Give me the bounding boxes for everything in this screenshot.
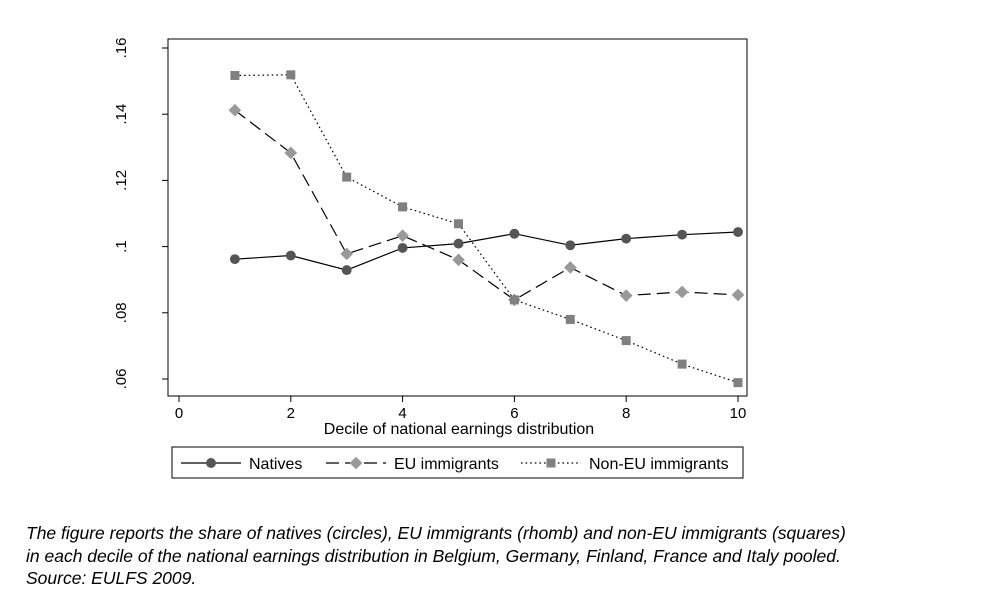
legend-key-marker-non-eu-immigrants xyxy=(546,458,556,468)
data-point-eu-immigrants xyxy=(284,146,298,160)
x-tick-label: 6 xyxy=(510,405,518,422)
x-tick-label: 0 xyxy=(175,405,183,422)
legend-items: Natives EU immigrants Non-EU immigrants xyxy=(181,456,729,473)
data-point-non-eu-immigrants xyxy=(565,314,575,324)
series-line-eu-immigrants xyxy=(234,109,739,301)
data-point-non-eu-immigrants xyxy=(621,336,631,346)
data-point-eu-immigrants xyxy=(228,103,242,117)
axes: .06 .08 .1 .12 .14 .16 0 2 4 6 8 10 xyxy=(113,38,746,422)
legend-label-non-eu-immigrants: Non-EU immigrants xyxy=(589,456,729,473)
legend-label-eu-immigrants: EU immigrants xyxy=(394,456,499,473)
plot-frame xyxy=(167,38,748,397)
x-tick-label: 4 xyxy=(398,405,406,422)
y-tick-label: .1 xyxy=(113,240,130,253)
caption-line-1: The figure reports the share of natives … xyxy=(26,523,846,543)
x-tick-label: 10 xyxy=(730,405,747,422)
data-point-natives xyxy=(285,250,296,261)
caption-line-2: in each decile of the national earnings … xyxy=(26,545,841,566)
data-point-non-eu-immigrants xyxy=(733,378,743,388)
data-point-natives xyxy=(229,254,240,265)
series-layer xyxy=(228,70,745,388)
data-point-eu-immigrants xyxy=(731,288,745,302)
data-point-natives xyxy=(733,227,743,237)
x-tick-label: 8 xyxy=(622,405,630,422)
data-point-natives xyxy=(677,229,688,240)
data-point-eu-immigrants xyxy=(396,229,409,242)
y-tick-label: .16 xyxy=(113,38,130,59)
data-point-natives xyxy=(565,240,576,251)
data-point-non-eu-immigrants xyxy=(454,219,463,229)
data-point-eu-immigrants xyxy=(619,289,633,302)
legend-frame xyxy=(171,446,744,479)
y-tick-label: .06 xyxy=(113,369,130,390)
y-tick-label: .12 xyxy=(113,170,130,191)
data-point-non-eu-immigrants xyxy=(398,202,408,212)
data-point-non-eu-immigrants xyxy=(286,70,296,80)
data-point-eu-immigrants xyxy=(340,247,353,261)
line-chart: .06 .08 .1 .12 .14 .16 0 2 4 6 8 10 Decile of natio… xyxy=(113,38,748,479)
legend-key-marker-eu-immigrants xyxy=(349,456,363,470)
x-tick-label: 2 xyxy=(287,405,295,422)
y-tick-label: .14 xyxy=(113,104,130,125)
data-point-natives xyxy=(341,265,352,276)
series-line-natives xyxy=(234,231,739,271)
data-point-non-eu-immigrants xyxy=(230,70,240,80)
legend-key-marker-natives xyxy=(206,458,216,468)
series-line-non-eu-immigrants xyxy=(234,74,739,384)
figure-caption: The figure reports the share of natives … xyxy=(26,522,976,590)
data-point-natives xyxy=(621,233,632,244)
data-point-non-eu-immigrants xyxy=(677,359,687,369)
caption-line-3: Source: EULFS 2009. xyxy=(26,568,197,588)
legend: Natives EU immigrants Non-EU immigrants xyxy=(171,446,744,479)
x-axis-title: Decile of national earnings distribution xyxy=(324,421,594,438)
data-point-natives xyxy=(397,242,408,253)
data-point-natives xyxy=(509,228,520,239)
data-point-eu-immigrants xyxy=(675,285,689,299)
y-tick-label: .08 xyxy=(113,302,130,323)
data-point-natives xyxy=(453,238,464,249)
data-point-non-eu-immigrants xyxy=(509,295,519,305)
legend-label-natives: Natives xyxy=(249,456,302,473)
data-point-eu-immigrants xyxy=(452,253,465,267)
data-point-non-eu-immigrants xyxy=(342,172,352,182)
data-point-eu-immigrants xyxy=(564,261,577,274)
